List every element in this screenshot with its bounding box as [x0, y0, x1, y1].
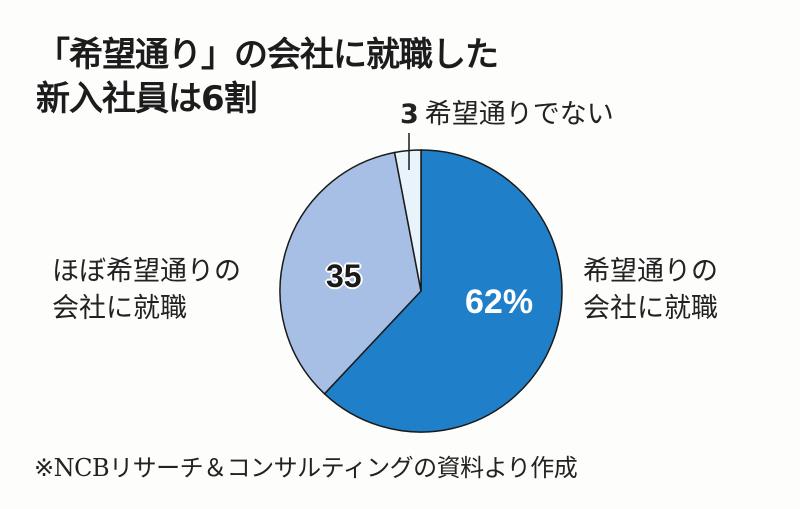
slice-value-62: 62%: [465, 283, 534, 321]
chart-title-line2: 新入社員は6割: [36, 79, 258, 119]
pie-slice-mostly-as-hoped: [279, 151, 422, 395]
chart-title-line1: 「希望通り」の会社に就職した: [36, 35, 499, 75]
label-not-as-hoped-value: 3: [400, 99, 419, 130]
label-not-as-hoped: 3 希望通りでない: [400, 96, 614, 133]
label-mostly-as-hoped-line1: ほぼ希望通りの: [52, 256, 241, 287]
label-mostly-as-hoped: ほぼ希望通りの 会社に就職: [52, 253, 241, 327]
label-as-hoped-line1: 希望通りの: [583, 256, 718, 287]
slice-value-35: 35: [326, 258, 362, 294]
label-as-hoped-line2: 会社に就職: [583, 293, 718, 324]
pie-slice-as-hoped: [323, 149, 563, 433]
source-note: ※NCBリサーチ＆コンサルティングの資料より作成: [34, 454, 578, 482]
pie-slice-not-as-hoped: [393, 149, 422, 292]
label-mostly-as-hoped-line2: 会社に就職: [52, 293, 187, 324]
label-not-as-hoped-text: 希望通りでない: [424, 99, 614, 130]
chart-title: 「希望通り」の会社に就職した 新入社員は6割: [36, 33, 499, 121]
label-as-hoped: 希望通りの 会社に就職: [583, 253, 718, 327]
